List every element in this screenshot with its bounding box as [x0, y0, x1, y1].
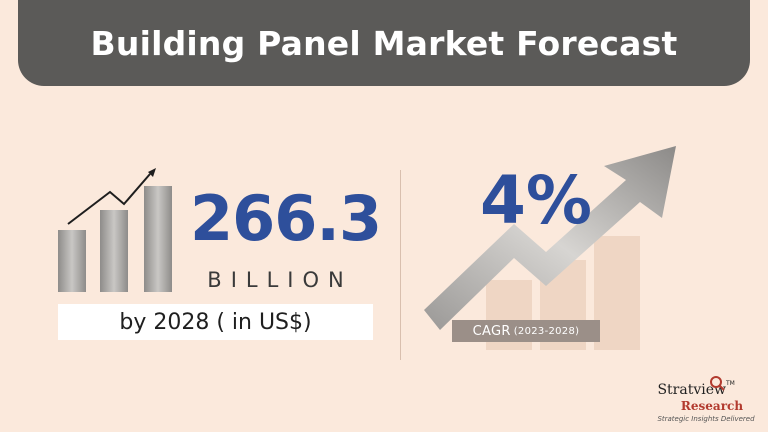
market-size-unit: BILLION	[207, 268, 353, 292]
section-divider	[400, 170, 401, 360]
title-banner: Building Panel Market Forecast	[18, 0, 750, 86]
cagr-label: CAGR	[472, 323, 511, 339]
bar-chart-growth-icon	[58, 168, 172, 292]
market-size-value: 266.3	[190, 182, 382, 255]
brand-sub: Research	[680, 399, 744, 413]
market-size-note-box: by 2028 ( in US$)	[58, 304, 373, 340]
brand-name: Stratview	[657, 382, 726, 398]
market-size-note: by 2028 ( in US$)	[119, 309, 312, 335]
cagr-label-box: CAGR (2023-2028)	[452, 320, 600, 342]
cagr-value: 4%	[479, 162, 593, 239]
cagr-period: (2023-2028)	[513, 325, 580, 337]
brand-tagline: Strategic Insights Delivered	[657, 415, 755, 423]
page-title: Building Panel Market Forecast	[90, 23, 678, 63]
magnifier-icon	[710, 376, 725, 391]
brand-logo: Stratview TM Research Strategic Insights…	[646, 374, 756, 426]
brand-tm: TM	[726, 380, 735, 387]
